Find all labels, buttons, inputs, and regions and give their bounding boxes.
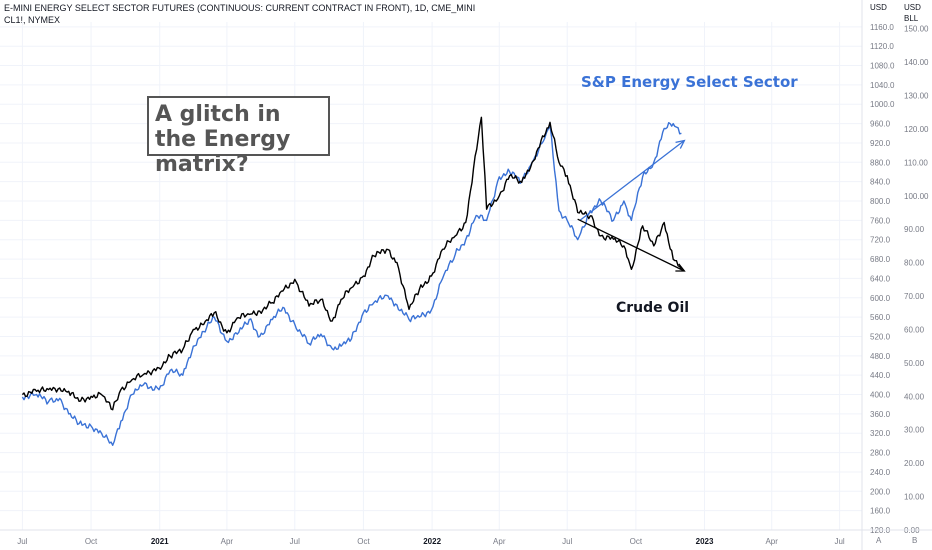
left-axis-tick: 240.0 — [870, 468, 891, 477]
scale-mode-button[interactable]: B — [912, 536, 918, 545]
x-axis-tick: 2021 — [151, 537, 169, 546]
question-annotation: A glitch in the Energy matrix? — [147, 96, 330, 177]
x-axis-tick: Oct — [630, 537, 643, 546]
left-axis-tick: 600.0 — [870, 294, 891, 303]
left-axis-tick: 960.0 — [870, 120, 891, 129]
energy-series-line — [21, 121, 682, 446]
right-axis-tick: 120.00 — [904, 125, 929, 134]
left-axis-tick: 1160.0 — [870, 23, 894, 32]
x-axis-tick: Oct — [85, 537, 98, 546]
energy-trend-arrowhead — [675, 139, 686, 149]
left-axis-tick: 720.0 — [870, 236, 891, 245]
x-axis-tick: Jul — [290, 537, 300, 546]
right-axis-tick: 40.00 — [904, 392, 925, 401]
right-axis-tick: 130.00 — [904, 92, 929, 101]
right-axis-tick: 80.00 — [904, 259, 925, 268]
right-axis-tick: 110.00 — [904, 158, 928, 167]
left-axis-tick: 760.0 — [870, 216, 891, 225]
left-axis-tick: 1120.0 — [870, 42, 894, 51]
left-axis-tick: 1040.0 — [870, 81, 895, 90]
x-axis-tick: Apr — [221, 537, 234, 546]
energy-series-label: S&P Energy Select Sector — [581, 73, 798, 91]
x-axis-tick: Jul — [17, 537, 27, 546]
right-axis-unit2: BLL — [904, 14, 919, 23]
right-axis-tick: 70.00 — [904, 292, 925, 301]
right-axis-tick: 10.00 — [904, 493, 925, 502]
left-axis-tick: 800.0 — [870, 197, 891, 206]
oil-trend-arrowhead — [675, 263, 686, 272]
oil-trend-line — [577, 218, 685, 272]
right-axis-tick: 20.00 — [904, 459, 925, 468]
left-axis-tick: 360.0 — [870, 410, 891, 419]
x-axis-tick: Apr — [493, 537, 506, 546]
x-axis-tick: 2022 — [423, 537, 441, 546]
left-axis-tick: 920.0 — [870, 139, 891, 148]
right-axis-tick: 30.00 — [904, 426, 925, 435]
right-axis-tick: 50.00 — [904, 359, 925, 368]
left-axis-tick: 1080.0 — [870, 62, 895, 71]
left-axis-tick: 1000.0 — [870, 100, 895, 109]
x-axis-tick: 2023 — [696, 537, 714, 546]
right-axis-tick: 140.00 — [904, 58, 929, 67]
left-axis-tick: 840.0 — [870, 178, 891, 187]
left-axis-unit: USD — [870, 3, 887, 12]
left-axis-tick: 440.0 — [870, 371, 891, 380]
symbol-label: CL1!, NYMEX — [4, 15, 61, 25]
left-axis-tick: 880.0 — [870, 158, 891, 167]
energy-trend-line — [579, 140, 685, 221]
oil-series-line — [21, 116, 682, 411]
right-axis-unit: USD — [904, 3, 921, 12]
x-axis-tick: Oct — [357, 537, 370, 546]
right-axis-tick: 150.00 — [904, 25, 929, 34]
right-axis-tick: 90.00 — [904, 225, 925, 234]
auto-scale-button[interactable]: A — [876, 536, 882, 545]
left-axis-tick: 200.0 — [870, 487, 891, 496]
left-axis-tick: 560.0 — [870, 313, 891, 322]
x-axis-tick: Apr — [765, 537, 778, 546]
left-axis-tick: 480.0 — [870, 352, 891, 361]
x-axis-tick: Jul — [834, 537, 844, 546]
left-axis-tick: 680.0 — [870, 255, 891, 264]
right-axis-tick: 60.00 — [904, 325, 925, 334]
left-axis-tick: 520.0 — [870, 332, 891, 341]
left-axis-tick: 160.0 — [870, 507, 891, 516]
left-axis-tick: 400.0 — [870, 391, 891, 400]
left-axis-tick: 640.0 — [870, 274, 891, 283]
left-axis-tick: 320.0 — [870, 429, 891, 438]
x-axis-tick: Jul — [562, 537, 572, 546]
right-axis-tick: 100.00 — [904, 192, 929, 201]
left-axis-tick: 280.0 — [870, 449, 891, 458]
oil-series-label: Crude Oil — [616, 300, 690, 316]
chart-title: E-MINI ENERGY SELECT SECTOR FUTURES (CON… — [4, 3, 476, 13]
